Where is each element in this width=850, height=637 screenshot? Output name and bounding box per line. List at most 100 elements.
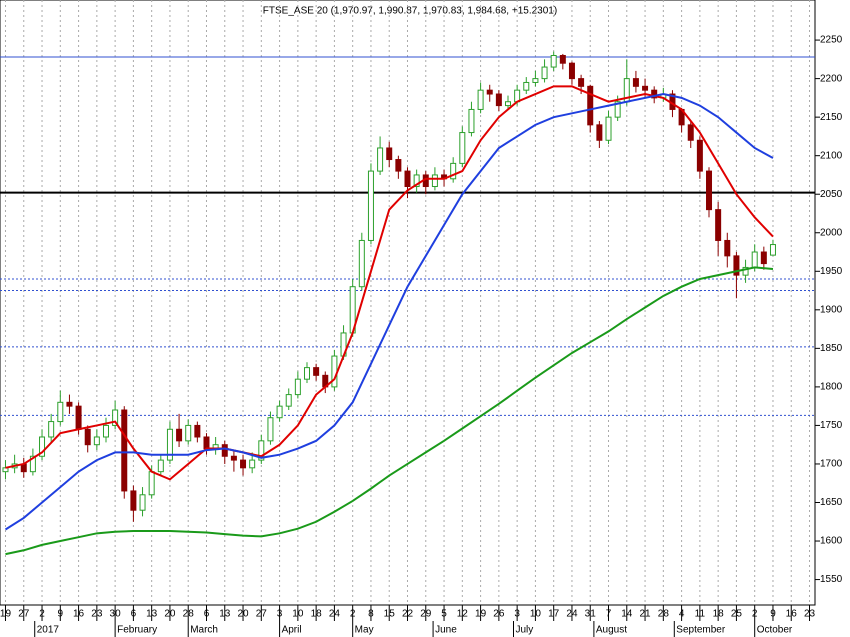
candle-body (75, 405, 82, 430)
x-tick-label: 19 (0, 609, 11, 620)
candle-body (303, 367, 310, 380)
x-tick-label: 13 (146, 609, 158, 620)
candle-body (404, 170, 411, 188)
x-tick-label: 18 (311, 609, 323, 620)
candle-body (742, 266, 749, 276)
candle-body (431, 174, 438, 188)
candle-body (450, 162, 457, 180)
month-label: June (435, 625, 457, 636)
candle-body (221, 444, 228, 457)
candle-body (194, 424, 201, 438)
month-label: September (676, 625, 726, 636)
candle-body (495, 93, 502, 107)
x-tick-label: 9 (58, 609, 64, 620)
candle-body (724, 239, 731, 257)
candle-body (413, 174, 420, 188)
moving-average (5, 266, 774, 556)
candle-body (642, 85, 649, 91)
candle-body (313, 367, 320, 376)
candle-body (377, 147, 384, 172)
candle-body (541, 66, 548, 80)
x-tick-label: 24 (566, 609, 578, 620)
candle-body (185, 424, 192, 442)
x-tick-label: 16 (73, 609, 85, 620)
y-tick-label: 2200 (820, 73, 843, 84)
candle-body (760, 251, 767, 265)
x-tick-label: 20 (237, 609, 249, 620)
x-tick-label: 15 (384, 609, 396, 620)
candle-body (84, 428, 91, 446)
candle-body (596, 124, 603, 141)
x-tick-label: 25 (731, 609, 743, 620)
candle-body (587, 85, 594, 126)
candle-body (157, 459, 164, 473)
moving-average (4, 93, 774, 531)
y-tick-label: 1950 (820, 266, 843, 277)
x-tick-label: 21 (639, 609, 651, 620)
candle-body (121, 409, 128, 492)
y-tick-label: 2100 (820, 150, 843, 161)
x-tick-label: 3 (514, 609, 520, 620)
x-tick-label: 23 (804, 609, 816, 620)
x-tick-label: 5 (441, 609, 447, 620)
candle-body (203, 436, 210, 450)
candle-body (102, 424, 109, 438)
candle-body (386, 147, 393, 161)
x-tick-label: 7 (606, 609, 612, 620)
y-tick-label: 1850 (820, 343, 843, 354)
candle-body (276, 405, 283, 419)
month-label: April (282, 625, 302, 636)
x-tick-label: 22 (402, 609, 414, 620)
x-tick-label: 31 (585, 609, 597, 620)
candle-body (130, 490, 137, 511)
x-tick-label: 10 (530, 609, 542, 620)
candle-body (57, 401, 64, 423)
x-tick-label: 4 (679, 609, 685, 620)
x-tick-label: 28 (658, 609, 670, 620)
candle-body (358, 239, 365, 288)
candle-body (139, 494, 146, 511)
x-tick-label: 18 (713, 609, 725, 620)
x-tick-label: 29 (420, 609, 432, 620)
candle-body (112, 409, 119, 426)
y-tick-label: 1600 (820, 536, 843, 547)
candle-body (66, 401, 73, 407)
x-tick-label: 30 (110, 609, 122, 620)
candle-body (294, 378, 301, 396)
x-tick-label: 6 (204, 609, 210, 620)
x-tick-label: 11 (695, 609, 706, 620)
chart-title: FTSE_ASE 20 (1,970.97, 1,990.87, 1,970.8… (263, 6, 557, 17)
candle-body (505, 101, 512, 107)
candle-body (687, 124, 694, 141)
candle-body (267, 417, 274, 442)
y-tick-label: 2050 (820, 189, 843, 200)
x-tick-label: 19 (475, 609, 487, 620)
candle-body (733, 255, 740, 276)
y-tick-label: 1750 (820, 420, 843, 431)
candle-body (29, 455, 36, 473)
candle-body (706, 170, 713, 211)
candle-body (696, 139, 703, 172)
y-tick-label: 1550 (820, 574, 843, 585)
candle-body (166, 428, 173, 461)
x-tick-label: 2 (350, 609, 356, 620)
candle-body (240, 459, 247, 469)
y-tick-label: 1650 (820, 497, 843, 508)
candle-body (751, 251, 758, 268)
candle-body (93, 436, 100, 446)
candle-body (769, 244, 776, 256)
candle-body (249, 459, 256, 469)
candle-body (523, 81, 530, 91)
x-tick-label: 14 (621, 609, 633, 620)
x-tick-label: 9 (770, 609, 776, 620)
candle-body (367, 170, 374, 241)
x-tick-label: 17 (548, 609, 560, 620)
candle-body (651, 89, 658, 99)
x-tick-label: 24 (329, 609, 341, 620)
x-tick-label: 27 (18, 609, 30, 620)
candle-body (48, 421, 55, 438)
x-tick-label: 6 (131, 609, 137, 620)
x-tick-label: 20 (164, 609, 176, 620)
candle-body (39, 436, 46, 457)
